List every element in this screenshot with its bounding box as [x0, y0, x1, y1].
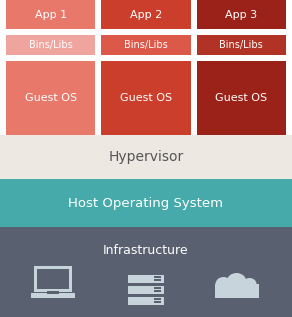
Bar — [154, 276, 161, 278]
Bar — [36, 269, 69, 289]
Bar — [154, 298, 161, 300]
Ellipse shape — [227, 273, 246, 291]
Bar — [0, 227, 292, 317]
Bar — [154, 290, 161, 292]
Bar — [154, 287, 161, 289]
Text: Guest OS: Guest OS — [120, 93, 172, 103]
Bar — [128, 275, 164, 283]
Bar — [128, 286, 164, 294]
Text: App 1: App 1 — [35, 10, 67, 20]
Bar — [154, 279, 161, 281]
Text: App 2: App 2 — [130, 10, 162, 20]
Text: Bins/Libs: Bins/Libs — [124, 40, 168, 50]
Bar — [197, 0, 286, 29]
Bar — [154, 301, 161, 303]
Bar — [6, 61, 95, 135]
Bar — [101, 61, 191, 135]
Bar — [6, 35, 95, 55]
Text: Bins/Libs: Bins/Libs — [29, 40, 72, 50]
Text: Host Operating System: Host Operating System — [69, 197, 223, 210]
Text: Guest OS: Guest OS — [25, 93, 77, 103]
Bar — [197, 61, 286, 135]
Text: Infrastructure: Infrastructure — [103, 244, 189, 257]
Bar — [34, 266, 72, 292]
Text: Hypervisor: Hypervisor — [108, 150, 184, 164]
Bar — [0, 135, 292, 179]
Ellipse shape — [243, 278, 256, 290]
Text: Bins/Libs: Bins/Libs — [220, 40, 263, 50]
Ellipse shape — [215, 277, 232, 291]
Text: App 3: App 3 — [225, 10, 257, 20]
Bar — [197, 35, 286, 55]
Bar — [46, 291, 59, 294]
Text: Guest OS: Guest OS — [215, 93, 267, 103]
Bar — [215, 284, 258, 298]
Bar — [101, 35, 191, 55]
Bar — [128, 297, 164, 305]
Bar — [6, 0, 95, 29]
Bar — [0, 179, 292, 227]
Bar — [0, 0, 292, 135]
Bar — [101, 0, 191, 29]
Bar — [31, 293, 74, 298]
